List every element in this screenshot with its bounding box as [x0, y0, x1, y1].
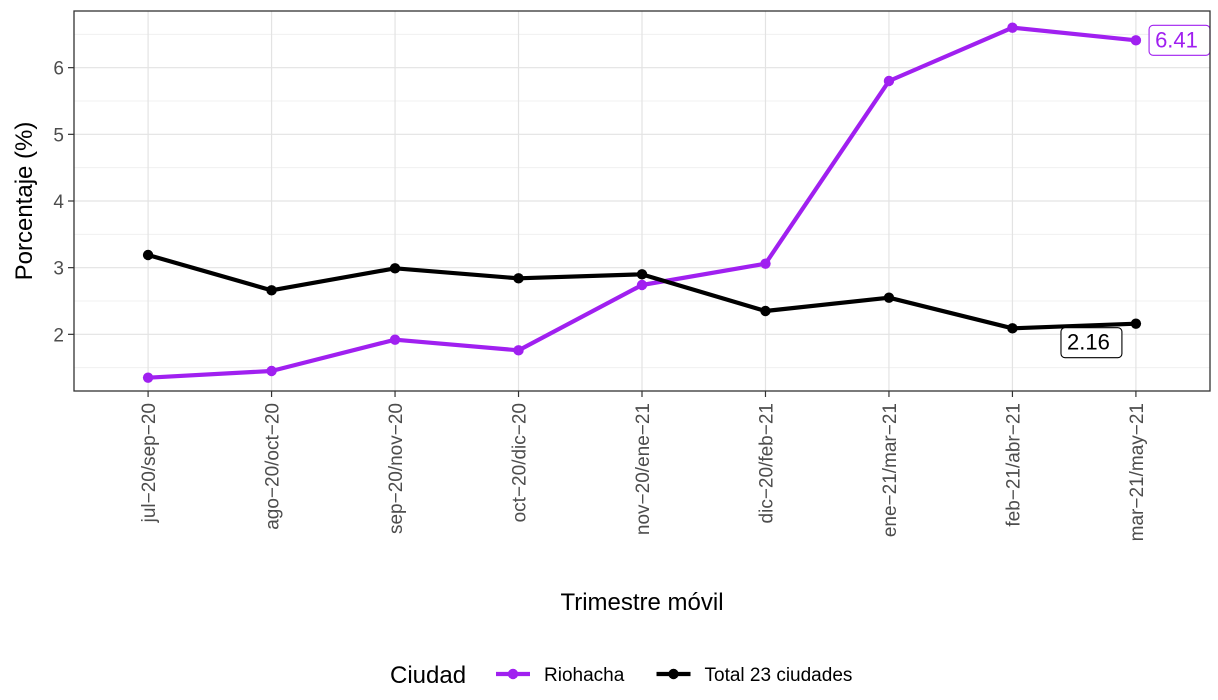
y-tick-label: 6 — [53, 59, 64, 80]
series-lines — [142, 22, 1142, 383]
data-point — [1007, 323, 1018, 334]
data-point — [1007, 22, 1018, 33]
end-label: 6.41 — [1148, 24, 1211, 56]
data-point — [142, 249, 154, 261]
y-tick-label: 4 — [53, 192, 64, 213]
data-point — [760, 258, 771, 269]
x-tick-label: ago−20/oct−20 — [263, 403, 284, 530]
axes: 2 3 4 5 6 jul−20/sep−20 ago−20/oct−20 sep−20/no… — [53, 59, 1147, 542]
data-point — [760, 305, 771, 317]
series-0 — [142, 22, 1142, 383]
y-tick-label: 3 — [53, 259, 64, 280]
x-tick-label: sep−20/nov−20 — [386, 403, 407, 534]
y-tick-label: 5 — [53, 125, 64, 146]
end-label-text: 2.16 — [1067, 330, 1110, 355]
data-point — [513, 345, 524, 356]
data-point — [389, 263, 401, 274]
data-point — [636, 269, 648, 280]
series-1 — [142, 249, 1142, 334]
legend-item-1: Total 23 ciudades — [656, 665, 853, 686]
legend: Ciudad Riohacha Total 23 ciudades — [390, 662, 852, 689]
legend-label: Riohacha — [544, 665, 625, 686]
x-axis-title: Trimestre móvil — [560, 589, 723, 616]
data-point — [389, 334, 401, 345]
data-point — [883, 292, 895, 303]
end-label: 2.16 — [1060, 327, 1123, 359]
end-label-box — [1060, 327, 1123, 359]
x-tick-label: ene−21/mar−21 — [880, 403, 901, 537]
y-axis-title: Porcentaje (%) — [11, 122, 38, 281]
x-tick-label: nov−20/ene−21 — [633, 403, 654, 535]
end-labels: 6.41 2.16 — [1060, 24, 1211, 359]
data-point — [142, 372, 154, 383]
data-point — [1130, 318, 1142, 329]
x-tick-label: jul−20/sep−20 — [139, 403, 160, 523]
legend-label: Total 23 ciudades — [705, 665, 853, 686]
data-point — [883, 75, 895, 87]
data-point — [1130, 35, 1142, 46]
legend-title: Ciudad — [390, 662, 466, 689]
legend-item-0: Riohacha — [496, 665, 625, 686]
x-tick-label: feb−21/abr−21 — [1003, 403, 1024, 527]
x-tick-label: dic−20/feb−21 — [756, 403, 777, 523]
x-tick-label: oct−20/dic−20 — [510, 403, 531, 522]
data-point — [266, 365, 277, 377]
data-point — [636, 279, 648, 291]
y-tick-label: 2 — [53, 325, 64, 346]
data-point — [513, 273, 524, 284]
legend-key-point — [507, 668, 519, 680]
x-tick-label: mar−21/may−21 — [1127, 403, 1148, 541]
end-label-text: 6.41 — [1155, 27, 1198, 52]
legend-key-point — [668, 668, 679, 680]
grid — [74, 11, 1210, 391]
data-point — [266, 285, 277, 296]
